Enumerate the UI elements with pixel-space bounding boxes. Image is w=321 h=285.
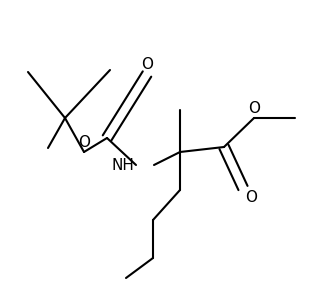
Text: O: O [245,190,257,205]
Text: NH: NH [111,158,134,172]
Text: O: O [248,101,260,116]
Text: O: O [78,135,90,150]
Text: O: O [141,57,153,72]
